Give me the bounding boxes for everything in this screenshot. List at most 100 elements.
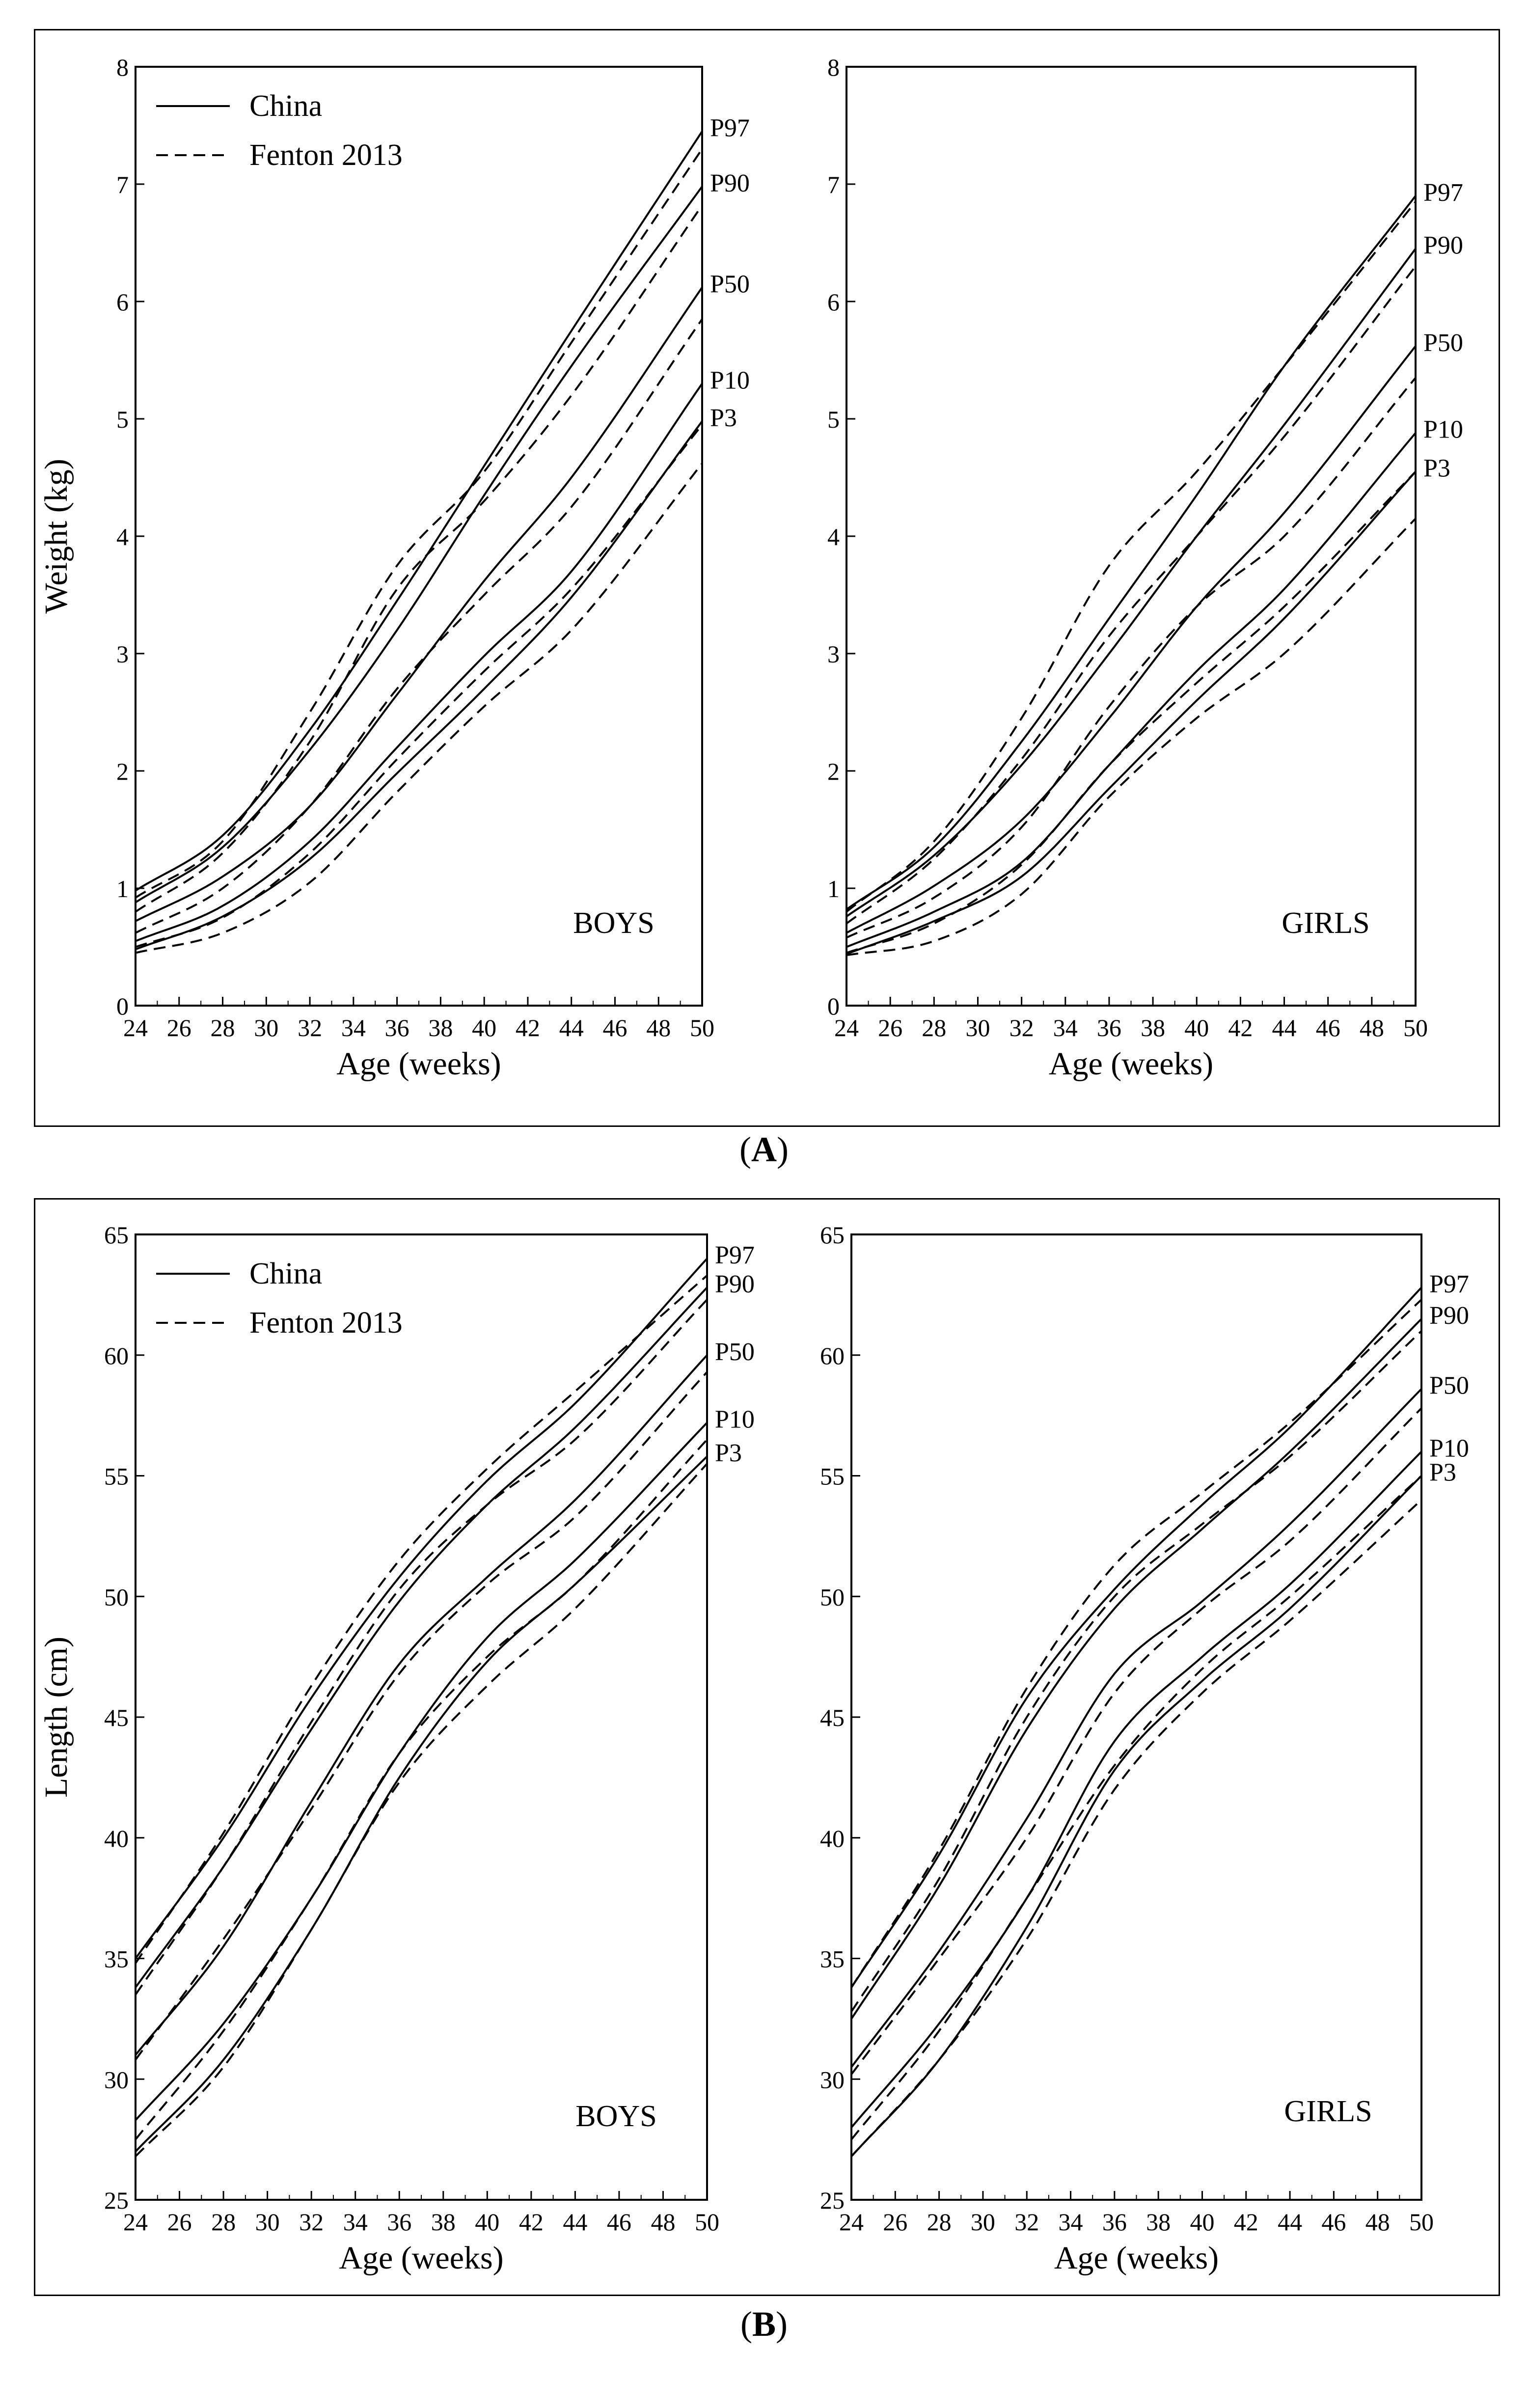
chart3-percentile-label-p10: P10 <box>1429 1434 1469 1462</box>
panel-b-label: (B) <box>740 2304 788 2344</box>
chart0-x-tick-label: 32 <box>298 1014 322 1041</box>
chart2-x-tick-label: 48 <box>651 2208 675 2236</box>
chart3-y-tick-label: 50 <box>820 1583 845 1611</box>
chart3-percentile-label-p97: P97 <box>1429 1270 1469 1298</box>
chart3-y-tick-label: 45 <box>820 1704 845 1731</box>
chart0-x-tick-label: 46 <box>602 1014 627 1041</box>
chart2-y-tick-label: 60 <box>104 1342 129 1369</box>
chart0-x-axis-label: Age (weeks) <box>336 1046 501 1082</box>
chart3-series-fenton-p10 <box>850 1475 1422 2140</box>
chart2-series-china-p50 <box>135 1354 708 2056</box>
chart1-percentile-label-p90: P90 <box>1423 231 1463 259</box>
chart0-percentile-label-p90: P90 <box>710 169 750 197</box>
chart1-x-tick-label: 44 <box>1272 1014 1297 1041</box>
chart3-series-china-p90 <box>850 1318 1422 2020</box>
chart0-x-tick-label: 36 <box>385 1014 409 1041</box>
chart2-y-tick-label: 50 <box>104 1583 129 1611</box>
chart0-x-tick-label: 38 <box>428 1014 453 1041</box>
chart3-percentile-label-p3: P3 <box>1429 1459 1456 1487</box>
chart1-series-china-p50 <box>846 345 1417 934</box>
panel-a-label: (A) <box>739 1130 789 1169</box>
chart2-series-china-p3 <box>135 1455 708 2153</box>
chart2-legend-solid-label: China <box>249 1257 322 1290</box>
chart2-y-tick-label: 40 <box>104 1825 129 1852</box>
panel-a <box>34 29 1500 1127</box>
chart2-series-fenton-p97 <box>135 1275 708 1964</box>
chart2-series-china-p10 <box>135 1422 708 2121</box>
chart3-percentile-label-p90: P90 <box>1429 1302 1469 1330</box>
chart2-percentile-label-p90: P90 <box>715 1270 755 1298</box>
chart0-series-fenton-p97 <box>135 148 703 899</box>
chart3-x-axis-label: Age (weeks) <box>1054 2240 1219 2276</box>
chart1-x-tick-label: 42 <box>1228 1014 1253 1041</box>
chart0-y-tick-label: 4 <box>116 523 129 550</box>
chart3-x-tick-label: 26 <box>883 2208 907 2236</box>
chart3-x-tick-label: 46 <box>1321 2208 1346 2236</box>
chart2-percentile-label-p10: P10 <box>715 1405 755 1433</box>
chart0-x-tick-label: 24 <box>123 1014 148 1041</box>
chart3-y-tick-label: 30 <box>820 2066 845 2093</box>
chart1-series-fenton-p3 <box>846 518 1417 957</box>
chart0-percentile-label-p97: P97 <box>710 114 750 142</box>
chart1-x-tick-label: 36 <box>1097 1014 1121 1041</box>
chart1-series-fenton-p90 <box>846 266 1417 925</box>
chart2-x-tick-label: 28 <box>211 2208 236 2236</box>
chart1-x-tick-label: 34 <box>1053 1014 1078 1041</box>
chart3-series-fenton-p3 <box>850 1499 1422 2157</box>
chart2-x-tick-label: 24 <box>123 2208 148 2236</box>
chart2-y-tick-label: 65 <box>104 1221 129 1249</box>
chart0-y-tick-label: 0 <box>116 992 129 1020</box>
chart3-series-fenton-p97 <box>850 1299 1422 1988</box>
chart0-series-china-p10 <box>135 383 703 942</box>
chart3-series-china-p10 <box>850 1450 1422 2128</box>
chart1-y-tick-label: 7 <box>827 171 840 198</box>
chart1-x-tick-label: 28 <box>922 1014 946 1041</box>
chart3-x-tick-label: 32 <box>1014 2208 1039 2236</box>
chart1-percentile-label-p97: P97 <box>1423 179 1463 207</box>
chart0-plot-frame <box>135 66 703 1007</box>
chart0-y-axis-label: Weight (kg) <box>38 459 74 613</box>
chart3-x-tick-label: 40 <box>1190 2208 1214 2236</box>
chart2-series-fenton-p10 <box>135 1439 708 2140</box>
chart2-x-tick-label: 44 <box>563 2208 587 2236</box>
chart0-legend-solid-label: China <box>249 89 322 123</box>
chart2-y-tick-label: 45 <box>104 1704 129 1731</box>
chart2-x-tick-label: 42 <box>519 2208 544 2236</box>
chart1-y-tick-label: 6 <box>827 288 840 316</box>
chart2-series-fenton-p3 <box>135 1463 708 2157</box>
chart2-series-fenton-p90 <box>135 1299 708 1996</box>
chart1-series-fenton-p10 <box>846 471 1417 954</box>
chart1-sex-label: GIRLS <box>1282 906 1369 940</box>
chart3-series-fenton-p90 <box>850 1330 1422 2012</box>
chart0-x-tick-label: 48 <box>646 1014 671 1041</box>
chart2-series-china-p97 <box>135 1258 708 1959</box>
chart3-percentile-label-p50: P50 <box>1429 1372 1469 1400</box>
chart1-y-tick-label: 4 <box>827 523 840 550</box>
chart3-series-fenton-p50 <box>850 1407 1422 2075</box>
chart0-series-china-p97 <box>135 131 703 892</box>
chart3-y-tick-label: 60 <box>820 1342 845 1369</box>
chart1-x-tick-label: 50 <box>1403 1014 1428 1041</box>
chart1-x-tick-label: 24 <box>834 1014 859 1041</box>
chart3-x-tick-label: 50 <box>1409 2208 1434 2236</box>
chart2-x-tick-label: 32 <box>299 2208 324 2236</box>
chart2-series-fenton-p50 <box>135 1371 708 2061</box>
chart2-legend-dashed-label: Fenton 2013 <box>249 1306 403 1340</box>
chart3-x-tick-label: 42 <box>1234 2208 1258 2236</box>
chart3-y-tick-label: 55 <box>820 1463 845 1490</box>
chart3-y-tick-label: 25 <box>820 2187 845 2214</box>
chart3-series-china-p3 <box>850 1475 1422 2157</box>
chart2-x-axis-label: Age (weeks) <box>339 2240 503 2276</box>
chart2-x-tick-label: 40 <box>475 2208 499 2236</box>
chart0-percentile-label-p50: P50 <box>710 270 750 298</box>
chart1-y-tick-label: 3 <box>827 640 840 668</box>
chart1-x-tick-label: 38 <box>1141 1014 1165 1041</box>
chart2-x-tick-label: 38 <box>431 2208 456 2236</box>
panel-b <box>34 1198 1500 2296</box>
chart3-x-tick-label: 36 <box>1102 2208 1127 2236</box>
chart0-x-tick-label: 44 <box>559 1014 584 1041</box>
chart0-x-tick-label: 28 <box>211 1014 235 1041</box>
chart3-x-tick-label: 38 <box>1146 2208 1171 2236</box>
chart2-y-tick-label: 35 <box>104 1945 129 1973</box>
chart1-series-fenton-p50 <box>846 377 1417 939</box>
